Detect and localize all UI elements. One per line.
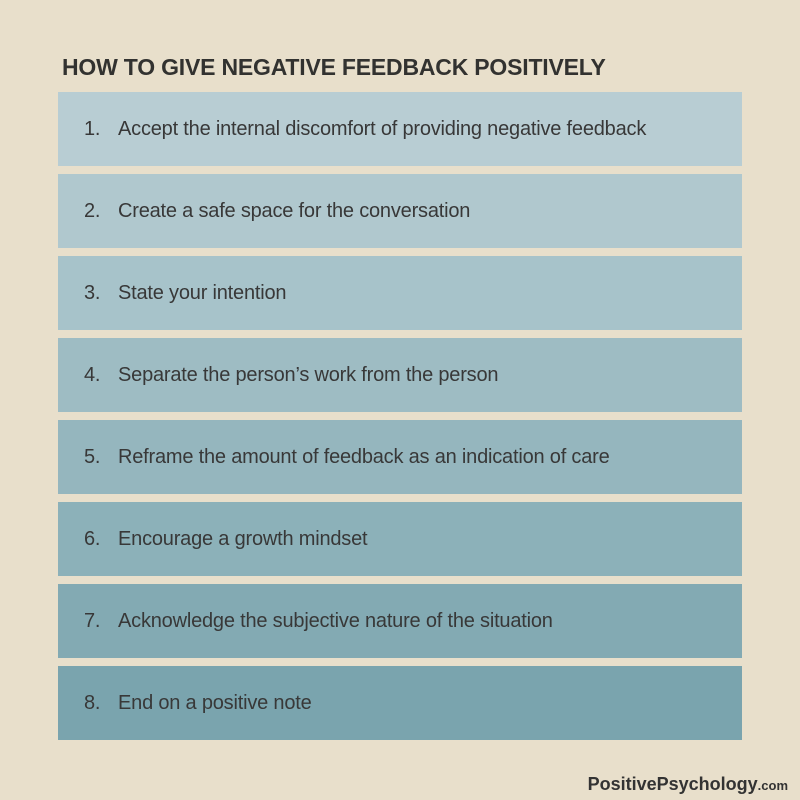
- step-text: End on a positive note: [118, 691, 312, 714]
- step-number: 8.: [84, 691, 101, 714]
- steps-list: 1. Accept the internal discomfort of pro…: [58, 92, 742, 740]
- step-number: 2.: [84, 199, 101, 222]
- brand-domain-suffix: .com: [757, 778, 788, 794]
- step-number: 4.: [84, 363, 101, 386]
- step-text: Acknowledge the subjective nature of the…: [118, 609, 553, 632]
- step-number: 7.: [84, 609, 101, 632]
- step-number: 3.: [84, 281, 101, 304]
- step-row-8: 8. End on a positive note: [58, 666, 742, 740]
- step-row-6: 6. Encourage a growth mindset: [58, 502, 742, 576]
- step-text: Create a safe space for the conversation: [118, 199, 471, 222]
- step-text: Encourage a growth mindset: [118, 527, 368, 550]
- step-number: 6.: [84, 527, 101, 550]
- step-text: Reframe the amount of feedback as an ind…: [118, 445, 610, 468]
- step-row-7: 7. Acknowledge the subjective nature of …: [58, 584, 742, 658]
- brand-footer: PositivePsychology.com: [588, 774, 788, 796]
- step-row-1: 1. Accept the internal discomfort of pro…: [58, 92, 742, 166]
- step-text: Separate the person’s work from the pers…: [118, 363, 499, 386]
- brand-name: PositivePsychology: [587, 774, 758, 795]
- step-text: Accept the internal discomfort of provid…: [118, 117, 647, 140]
- step-row-5: 5. Reframe the amount of feedback as an …: [58, 420, 742, 494]
- step-number: 1.: [84, 117, 101, 140]
- step-number: 5.: [84, 445, 101, 468]
- page-title: HOW TO GIVE NEGATIVE FEEDBACK POSITIVELY: [62, 54, 606, 80]
- step-row-4: 4. Separate the person’s work from the p…: [58, 338, 742, 412]
- step-text: State your intention: [118, 281, 287, 304]
- step-row-3: 3. State your intention: [58, 256, 742, 330]
- step-row-2: 2. Create a safe space for the conversat…: [58, 174, 742, 248]
